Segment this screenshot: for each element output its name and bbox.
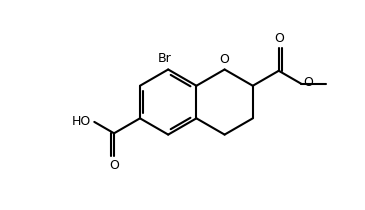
Text: O: O xyxy=(303,76,313,89)
Text: HO: HO xyxy=(72,116,91,128)
Text: O: O xyxy=(109,159,119,172)
Text: O: O xyxy=(220,52,230,66)
Text: O: O xyxy=(274,32,284,45)
Text: Br: Br xyxy=(157,51,171,64)
